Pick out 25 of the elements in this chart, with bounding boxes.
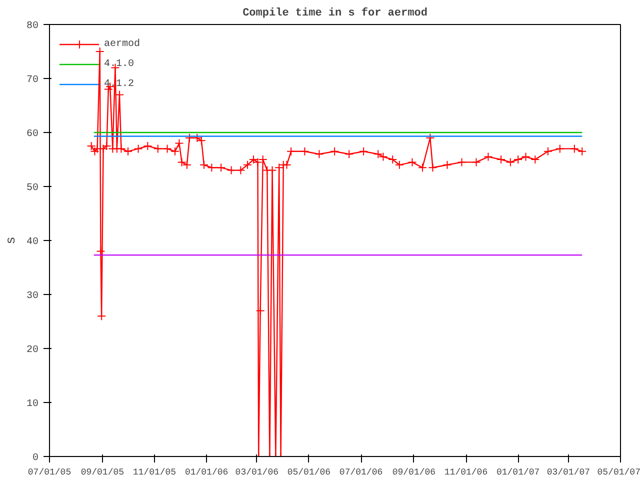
y-tick-label: 10 <box>26 399 39 410</box>
x-tick-label: 01/01/06 <box>184 468 228 478</box>
y-tick-label: 0 <box>32 453 39 464</box>
x-tick-label: 05/01/06 <box>287 468 331 478</box>
x-tick-label: 09/01/05 <box>80 468 124 478</box>
y-tick-label: 70 <box>26 75 39 86</box>
y-tick-label: 30 <box>26 291 39 302</box>
x-tick-label: 09/01/06 <box>392 468 436 478</box>
x-tick-label: 11/01/05 <box>132 468 176 478</box>
chart-title: Compile time in s for aermod <box>242 6 428 20</box>
legend-label: 4.1.0 <box>104 58 134 70</box>
x-tick-label: 11/01/06 <box>444 468 488 478</box>
x-tick-label: 05/01/07 <box>597 468 640 478</box>
x-tick-label: 07/01/06 <box>339 468 383 478</box>
x-tick-label: 01/01/07 <box>496 468 540 478</box>
y-tick-label: 20 <box>26 345 39 356</box>
x-tick-label: 07/01/05 <box>28 468 72 478</box>
x-tick-label: 03/01/07 <box>546 468 590 478</box>
y-axis-title: s <box>4 236 18 244</box>
y-tick-label: 60 <box>26 129 39 140</box>
x-tick-label: 03/01/06 <box>235 468 279 478</box>
y-tick-label: 80 <box>26 21 39 32</box>
legend-label: aermod <box>104 38 140 50</box>
y-tick-label: 50 <box>26 183 39 194</box>
y-tick-label: 40 <box>26 237 39 248</box>
